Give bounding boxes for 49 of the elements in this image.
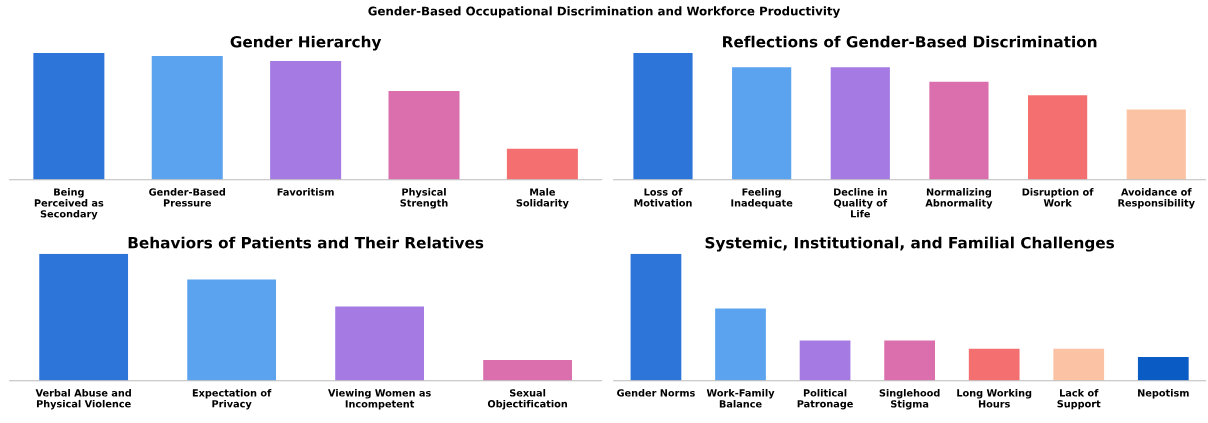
bar [1053, 348, 1105, 381]
bar [33, 52, 105, 180]
x-tick-label: Feeling Inadequate [731, 188, 793, 209]
x-tick-label: Sexual Objectification [487, 389, 568, 410]
bar [929, 81, 989, 180]
bar [830, 67, 890, 180]
x-tick-label: Avoidance of Responsibility [1118, 188, 1195, 209]
bar [715, 308, 766, 381]
bar [270, 61, 342, 180]
x-tick-label: Nepotism [1138, 389, 1189, 399]
x-tick-label: Political Patronage [797, 389, 853, 410]
x-tick-label: Gender Norms [617, 389, 695, 397]
bar [483, 360, 572, 381]
x-tick-label: Normalizing Abnormality [925, 188, 993, 209]
bar [1126, 109, 1186, 180]
bar [799, 340, 851, 381]
text: Gender-Based Occupational Discrimination and Workforce Productivity [368, 6, 841, 18]
chart-title: Systemic, Institutional, and Familial Challenges [705, 236, 1115, 252]
x-tick-label: Verbal Abuse and Physical Violence [35, 389, 131, 410]
bar [39, 253, 129, 381]
bar [335, 306, 425, 381]
bar [630, 253, 682, 381]
x-tick-label: Work-Family Balance [706, 389, 775, 408]
chart-title: Reflections of Gender-Based Discrimination [723, 35, 1097, 48]
bar [151, 55, 223, 180]
x-tick-label: Gender-Based Pressure [149, 188, 226, 207]
chart-title: Gender Hierarchy [230, 35, 382, 51]
chart-title: Behaviors of Patients and Their Relatives [128, 236, 484, 249]
x-tick-label: Decline in Quality of Life [833, 188, 888, 218]
x-tick-label: Physical Strength [400, 188, 448, 209]
x-tick-label: Loss of Motivation [634, 188, 692, 207]
x-tick-label: Favoritism [277, 188, 334, 196]
bar [732, 67, 792, 180]
bar [1028, 95, 1088, 180]
x-tick-label: Being Perceived as Secondary [34, 188, 104, 220]
bar [968, 348, 1020, 381]
bar [1137, 356, 1189, 381]
x-tick-label: Long Working Hours [957, 389, 1032, 408]
bar [187, 279, 277, 381]
x-tick-label: Viewing Women as Incompetent [328, 389, 431, 410]
bar [884, 340, 935, 381]
bar [633, 52, 693, 180]
x-tick-label: Lack of Support [1057, 389, 1101, 410]
x-tick-label: Disruption of Work [1022, 188, 1094, 207]
bar [506, 148, 578, 180]
bar [388, 91, 460, 180]
x-tick-label: Singlehood Stigma [879, 389, 940, 410]
x-tick-label: Expectation of Privacy [192, 389, 272, 410]
x-tick-label: Male Solidarity [516, 188, 569, 209]
